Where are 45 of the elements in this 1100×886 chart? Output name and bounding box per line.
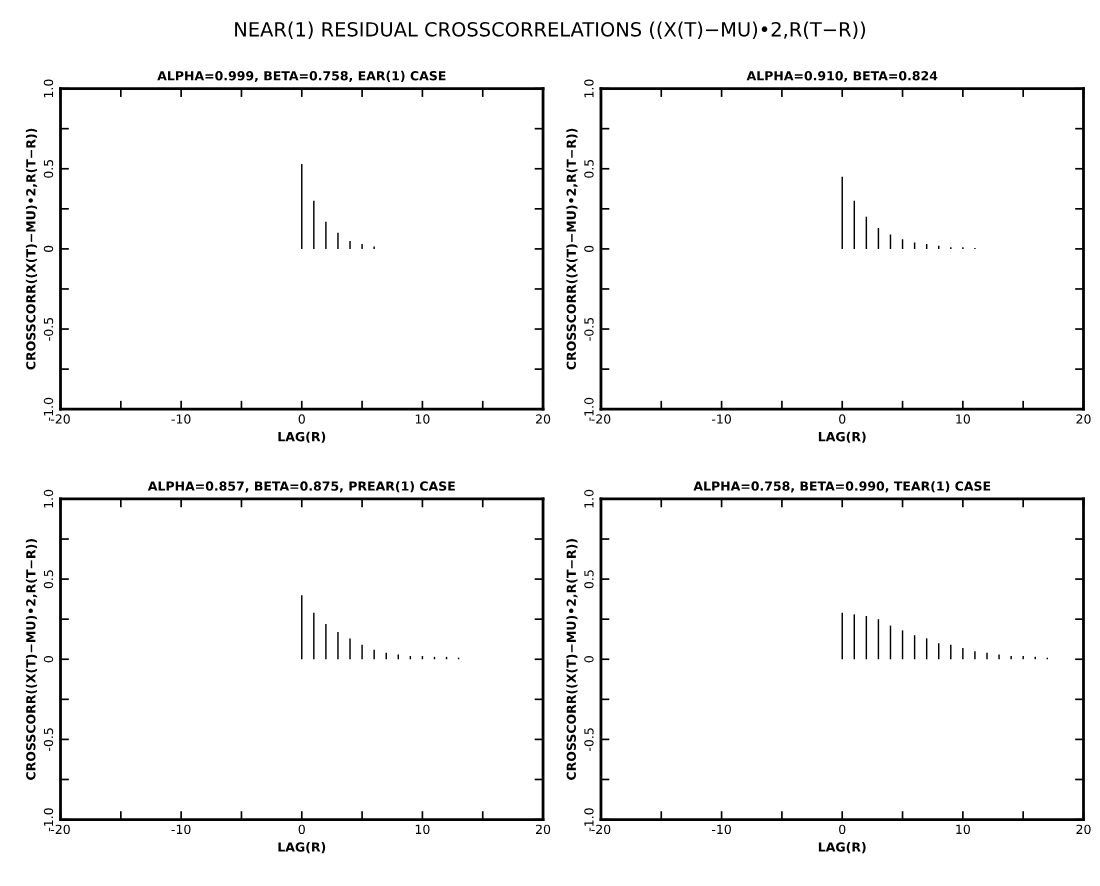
chart-title: ALPHA=0.758, BETA=0.990, TEAR(1) CASE (693, 481, 991, 493)
x-tick-label: 20 (1076, 824, 1091, 835)
y-tick-label: 0 (43, 656, 54, 663)
y-tick-label: 0.5 (43, 570, 54, 589)
y-axis-title: CROSSCORR((X(T)−MU)•2,R(T−R)) (566, 128, 578, 370)
x-tick-label: 10 (956, 824, 970, 835)
x-tick-label: 0 (298, 414, 305, 424)
y-tick-label: 0 (584, 245, 594, 253)
x-tick-label: 20 (536, 824, 551, 835)
x-tick-label: -10 (171, 414, 191, 424)
x-tick-label: -10 (711, 414, 731, 424)
chart-title: ALPHA=0.857, BETA=0.875, PREAR(1) CASE (147, 481, 455, 493)
y-tick-label: 1.0 (43, 489, 54, 508)
x-tick-label: -10 (711, 824, 731, 835)
y-tick-label: 0.5 (584, 159, 594, 178)
x-axis-title: LAG(R) (278, 842, 326, 854)
chart-title: ALPHA=0.910, BETA=0.824 (746, 70, 938, 83)
y-tick-label: 0.5 (584, 570, 594, 589)
x-axis-title: LAG(R) (818, 842, 866, 854)
y-axis-title: CROSSCORR((X(T)−MU)•2,R(T−R)) (25, 539, 38, 780)
x-tick-label: 10 (415, 414, 430, 424)
x-axis-title: LAG(R) (818, 431, 866, 443)
x-tick-label: 0 (839, 414, 846, 424)
x-tick-label: 0 (298, 824, 305, 835)
y-tick-label: -0.5 (43, 728, 54, 751)
x-tick-label: -10 (171, 824, 191, 835)
y-axis-title: CROSSCORR((X(T)−MU)•2,R(T−R)) (566, 539, 578, 780)
y-tick-label: 0 (43, 245, 54, 253)
y-tick-label: 1.0 (584, 79, 594, 98)
y-tick-label: 1.0 (584, 489, 594, 508)
chart-title: ALPHA=0.999, BETA=0.758, EAR(1) CASE (157, 70, 446, 83)
y-tick-label: -0.5 (43, 317, 54, 341)
x-tick-label: 0 (839, 824, 846, 835)
y-tick-label: 0.5 (43, 159, 54, 178)
y-tick-label: -0.5 (584, 317, 594, 341)
x-tick-label: 20 (1076, 414, 1091, 424)
y-tick-label: 0 (584, 656, 594, 663)
x-axis-title: LAG(R) (278, 431, 326, 443)
x-tick-label: 10 (415, 824, 430, 835)
text: NEAR(1) RESIDUAL CROSSCORRELATIONS ((X(T)−MU)•2,R(T−R)) (235, 21, 866, 39)
y-tick-label: -0.5 (584, 728, 594, 751)
x-tick-label: 20 (536, 414, 551, 424)
y-tick-label: 1.0 (43, 79, 54, 98)
y-axis-title: CROSSCORR((X(T)−MU)•2,R(T−R)) (25, 128, 38, 370)
x-tick-label: 10 (956, 414, 970, 424)
